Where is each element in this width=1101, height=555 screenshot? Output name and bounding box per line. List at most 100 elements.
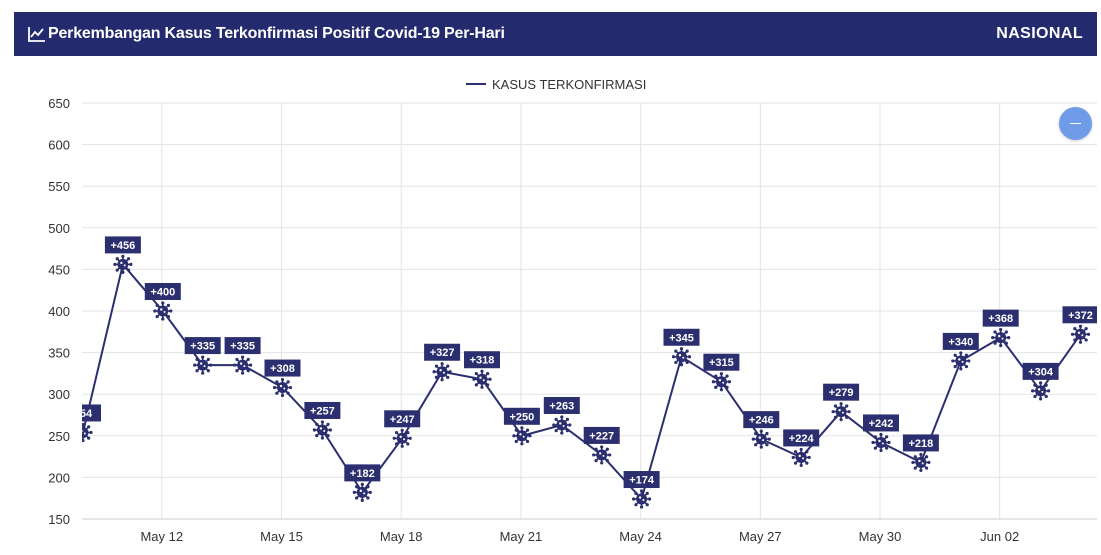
data-label: +304 <box>1022 362 1059 380</box>
virus-spike-tip <box>600 461 604 465</box>
virus-icon <box>1070 324 1091 344</box>
virus-spike-tip <box>552 423 556 427</box>
legend: KASUS TERKONFIRMASI <box>466 77 646 92</box>
virus-icon <box>871 432 891 453</box>
virus-spike-tip <box>400 428 404 432</box>
virus-spike-tip <box>434 375 439 379</box>
virus-body <box>516 430 528 442</box>
virus-spike-tip <box>246 357 250 362</box>
virus-spike-tip <box>1073 338 1077 342</box>
data-label-text: +335 <box>190 341 215 353</box>
virus-body <box>237 359 249 371</box>
virus-body <box>795 451 807 463</box>
virus-body <box>755 433 767 445</box>
virus-spike-tip <box>645 491 649 495</box>
virus-spike-tip <box>887 440 891 445</box>
minus-icon <box>1070 122 1081 125</box>
virus-body <box>955 355 967 367</box>
virus-spike-tip <box>1007 336 1011 340</box>
plot-area: 254 +456 +400 +335 +335 +308 +257 +182 +247 +327 +… <box>73 236 1097 509</box>
data-label-bg <box>663 328 700 346</box>
virus-spike-tip <box>879 432 883 437</box>
virus-spike-tip <box>951 359 955 363</box>
virus-dot <box>200 362 203 365</box>
x-tick-label: May 12 <box>140 529 183 544</box>
virus-spike-tip <box>1084 327 1088 331</box>
virus-spike-tip <box>873 446 877 450</box>
virus-spike-tip <box>440 378 444 382</box>
data-label-text: +372 <box>1068 310 1093 322</box>
virus-spike-tip <box>805 461 809 465</box>
x-tick-label: May 15 <box>260 529 303 544</box>
virus-spike-tip <box>480 385 484 389</box>
data-label-bg <box>783 429 820 447</box>
virus-icon <box>711 372 731 392</box>
virus-dot <box>120 261 123 265</box>
virus-body <box>995 332 1007 344</box>
data-label-text: +247 <box>390 414 415 426</box>
data-label-text: +304 <box>1028 366 1054 378</box>
data-label: +263 <box>543 396 580 414</box>
virus-spike-tip <box>315 434 319 438</box>
virus-spike-tip <box>355 496 359 500</box>
virus-spike-tip <box>1078 340 1083 344</box>
virus-spike-tip <box>765 431 769 436</box>
data-label-bg <box>543 396 580 414</box>
data-label: +400 <box>144 283 181 300</box>
virus-spike-tip <box>754 431 758 436</box>
data-label: +279 <box>823 383 860 401</box>
virus-dot <box>1001 337 1004 340</box>
virus-spike-tip <box>201 355 205 359</box>
virus-dot <box>758 436 761 439</box>
virus-spike-tip <box>565 429 570 433</box>
virus-spike-tip <box>312 428 316 432</box>
virus-spike-tip <box>640 489 644 493</box>
data-label-text: +335 <box>230 341 255 353</box>
virus-spike-tip <box>525 439 530 444</box>
virus-spike-tip <box>73 431 76 434</box>
virus-spike-tip <box>714 385 718 389</box>
data-label-bg <box>224 337 261 355</box>
data-label: +368 <box>982 309 1019 327</box>
data-label-text: +318 <box>470 355 495 367</box>
data-label: +327 <box>424 343 461 361</box>
virus-spike <box>77 427 79 429</box>
x-tick-label: May 27 <box>739 529 782 544</box>
virus-spike-tip <box>725 374 729 378</box>
virus-icon <box>113 254 133 275</box>
virus-spike-tip <box>799 463 803 468</box>
virus-spike-tip <box>924 466 929 470</box>
virus-spike-tip <box>560 431 564 435</box>
virus-spike-tip <box>275 380 279 384</box>
data-label-bg <box>503 407 540 425</box>
data-label-bg <box>703 353 740 371</box>
virus-dot <box>83 432 86 435</box>
virus-spike-tip <box>833 415 838 419</box>
data-label-text: +263 <box>549 400 574 412</box>
virus-spike-tip <box>565 417 570 421</box>
virus-spike-tip <box>964 364 969 369</box>
virus-spike-tip <box>754 443 758 447</box>
virus-spike-tip <box>845 415 849 419</box>
virus-icon <box>831 402 851 422</box>
virus-spike-tip <box>280 393 285 398</box>
data-label: +257 <box>304 401 341 419</box>
virus-spike-tip <box>999 328 1003 332</box>
virus-body <box>915 456 927 468</box>
virus-spike-tip <box>793 450 798 454</box>
virus-body <box>396 432 408 444</box>
virus-spike-tip <box>366 485 370 489</box>
virus-spike-tip <box>924 455 929 459</box>
virus-dot <box>638 496 642 499</box>
virus-dot <box>961 360 964 363</box>
data-label-bg <box>902 434 939 452</box>
virus-spike-tip <box>326 422 330 426</box>
virus-dot <box>602 454 605 457</box>
minus-button[interactable] <box>1059 107 1092 140</box>
virus-spike-tip <box>275 391 279 395</box>
data-label-text: +246 <box>749 415 774 427</box>
x-tick-label: Jun 02 <box>980 529 1019 544</box>
virus-dot <box>479 376 482 379</box>
line-chart-icon <box>28 27 45 42</box>
virus-icon <box>632 489 652 509</box>
